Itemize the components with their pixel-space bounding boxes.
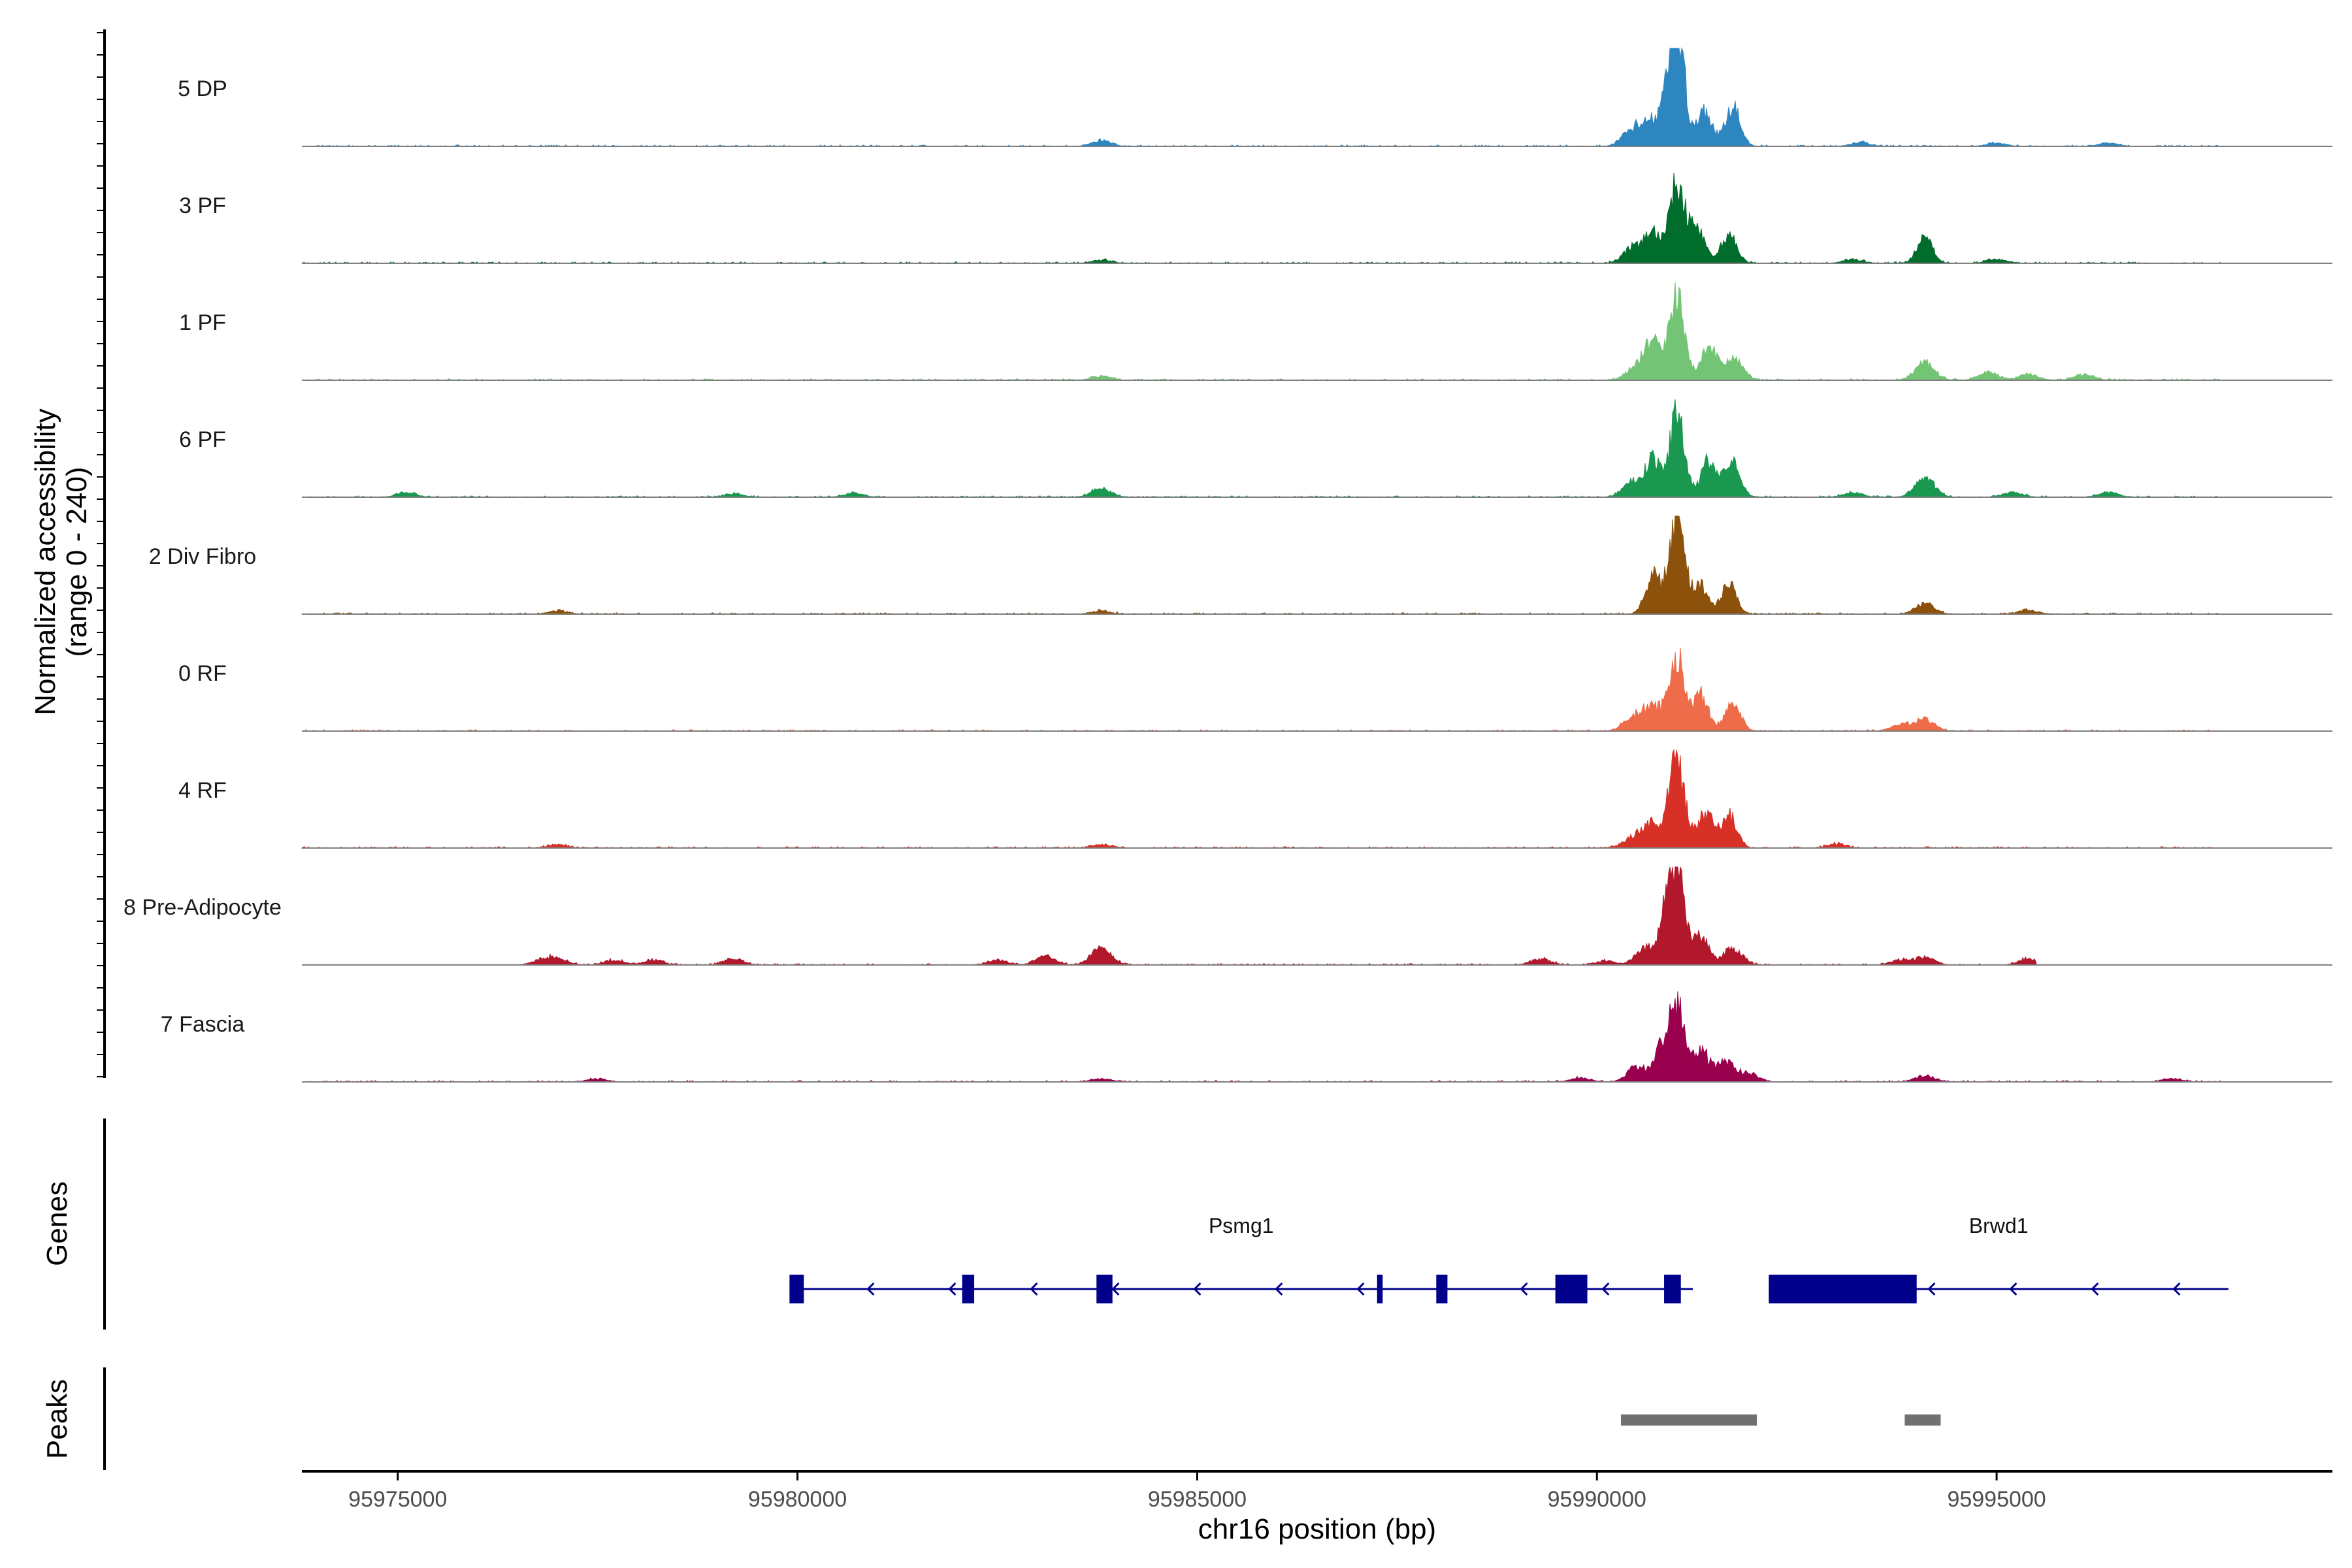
strand-arrow: [2009, 1282, 2017, 1296]
strand-arrow: [948, 1282, 956, 1296]
genes-panel-label: Genes: [41, 1181, 73, 1266]
gene-exon: [1769, 1275, 1917, 1303]
gene-exon: [962, 1275, 975, 1303]
strand-arrow: [1030, 1282, 1038, 1296]
gene-exon: [1436, 1275, 1448, 1303]
gene-name-label: Psmg1: [1209, 1214, 1274, 1237]
gene-exon: [1377, 1275, 1383, 1303]
track-label: 6 PF: [179, 427, 226, 452]
coverage-track: 8 Pre-Adipocyte: [123, 866, 2332, 966]
coverage-track: 3 PF: [179, 172, 2332, 264]
track-label: 3 PF: [179, 193, 226, 218]
peaks-panel-label: Peaks: [41, 1379, 73, 1459]
coverage-track: 7 Fascia: [161, 991, 2332, 1083]
x-tick-label: 95995000: [1947, 1487, 2046, 1512]
gene-annotations: Psmg1 Brwd1: [789, 1214, 2229, 1303]
coverage-tracks: 5 DP 3 PF 1 PF 6 PF 2 Div Fibro 0 RF 4 RF 8 Pre…: [123, 47, 2332, 1083]
track-label: 4 RF: [178, 778, 227, 803]
strand-arrow: [1356, 1282, 1365, 1296]
gene-name-label: Brwd1: [1969, 1214, 2029, 1237]
peak-region-bar: [1904, 1414, 1941, 1426]
coverage-track: 1 PF: [179, 282, 2332, 381]
coverage-track: 4 RF: [178, 749, 2332, 849]
coverage-track: 0 RF: [178, 647, 2332, 732]
strand-arrow: [1111, 1282, 1120, 1296]
gene-exon: [1664, 1275, 1681, 1303]
strand-arrow: [1601, 1282, 1610, 1296]
strand-arrow: [1193, 1282, 1201, 1296]
track-label: 7 Fascia: [161, 1012, 245, 1037]
coverage-track: 5 DP: [178, 47, 2332, 147]
x-tick-label: 95975000: [348, 1487, 447, 1512]
x-axis-title: chr16 position (bp): [1198, 1513, 1436, 1545]
x-axis-ticks: 95975000 95980000 95985000 95990000 95995000: [348, 1471, 2046, 1512]
x-tick-label: 95980000: [748, 1487, 847, 1512]
gene-exon: [1096, 1275, 1113, 1303]
track-label: 1 PF: [179, 310, 226, 335]
gene-exon: [789, 1275, 804, 1303]
gene-model: Psmg1: [789, 1214, 1693, 1303]
peak-region-bar: [1620, 1414, 1757, 1426]
gene-model: Brwd1: [1769, 1214, 2229, 1303]
strand-arrow: [1927, 1282, 1936, 1296]
peak-regions: [1620, 1414, 1941, 1426]
y-axis-title: Normalized accessibility: [29, 408, 61, 715]
strand-arrow: [1275, 1282, 1283, 1296]
track-label: 5 DP: [178, 76, 227, 101]
y-axis-range: (range 0 - 240): [61, 466, 93, 657]
strand-arrow: [2172, 1282, 2181, 1296]
x-tick-label: 95985000: [1148, 1487, 1247, 1512]
coverage-track: 2 Div Fibro: [149, 515, 2332, 615]
x-tick-label: 95990000: [1548, 1487, 1646, 1512]
strand-arrow: [1520, 1282, 1528, 1296]
coverage-track: 6 PF: [179, 399, 2332, 498]
track-label: 0 RF: [178, 661, 227, 686]
strand-arrow: [866, 1282, 875, 1296]
track-label: 8 Pre-Adipocyte: [123, 895, 282, 920]
strand-arrow: [2091, 1282, 2099, 1296]
coverage-y-axis-ticks: [97, 32, 105, 1077]
track-label: 2 Div Fibro: [149, 544, 256, 569]
gene-exon: [1555, 1275, 1588, 1303]
